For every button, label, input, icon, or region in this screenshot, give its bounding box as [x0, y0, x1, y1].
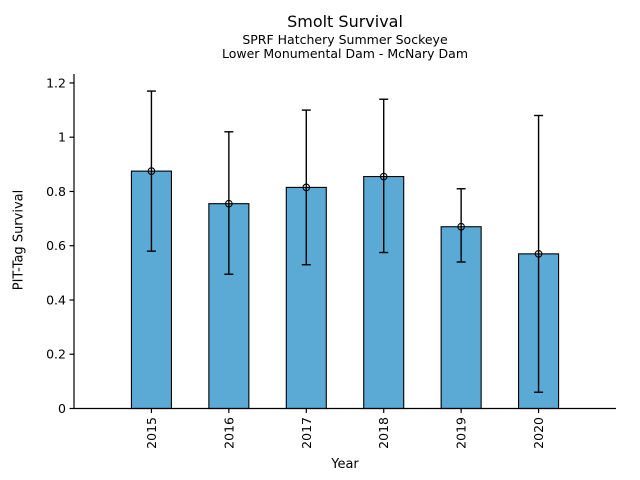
chart-title: Smolt Survival [287, 12, 403, 31]
point-marker-2017 [302, 183, 311, 192]
y-tick-label-0.4: 0.4 [46, 292, 66, 307]
y-axis-label: PIT-Tag Survival [11, 189, 27, 291]
y-tick-label-0.8: 0.8 [46, 184, 66, 199]
x-tick-label-2018: 2018 [376, 417, 391, 449]
y-tick-label-1.2: 1.2 [46, 75, 66, 90]
x-tick-label-2017: 2017 [299, 417, 314, 449]
point-marker-2018 [379, 172, 388, 181]
point-marker-2020 [534, 250, 543, 258]
y-tick-label-0: 0 [58, 401, 66, 416]
y-tick-label-0.6: 0.6 [46, 238, 66, 253]
y-tick-label-0.2: 0.2 [46, 347, 66, 362]
chart-subtitle-line1: SPRF Hatchery Summer Sockeye [242, 32, 448, 47]
x-tick-label-2016: 2016 [221, 417, 236, 449]
y-tick-label-1: 1 [58, 130, 66, 145]
chart-subtitle-line2: Lower Monumental Dam - McNary Dam [221, 46, 469, 61]
point-marker-2015 [147, 167, 156, 175]
x-axis-label: Year [331, 457, 359, 472]
x-tick-label-2019: 2019 [454, 417, 469, 449]
point-marker-2019 [457, 222, 465, 231]
point-marker-2016 [225, 199, 233, 208]
x-tick-label-2020: 2020 [531, 417, 546, 449]
x-tick-label-2015: 2015 [144, 417, 159, 449]
